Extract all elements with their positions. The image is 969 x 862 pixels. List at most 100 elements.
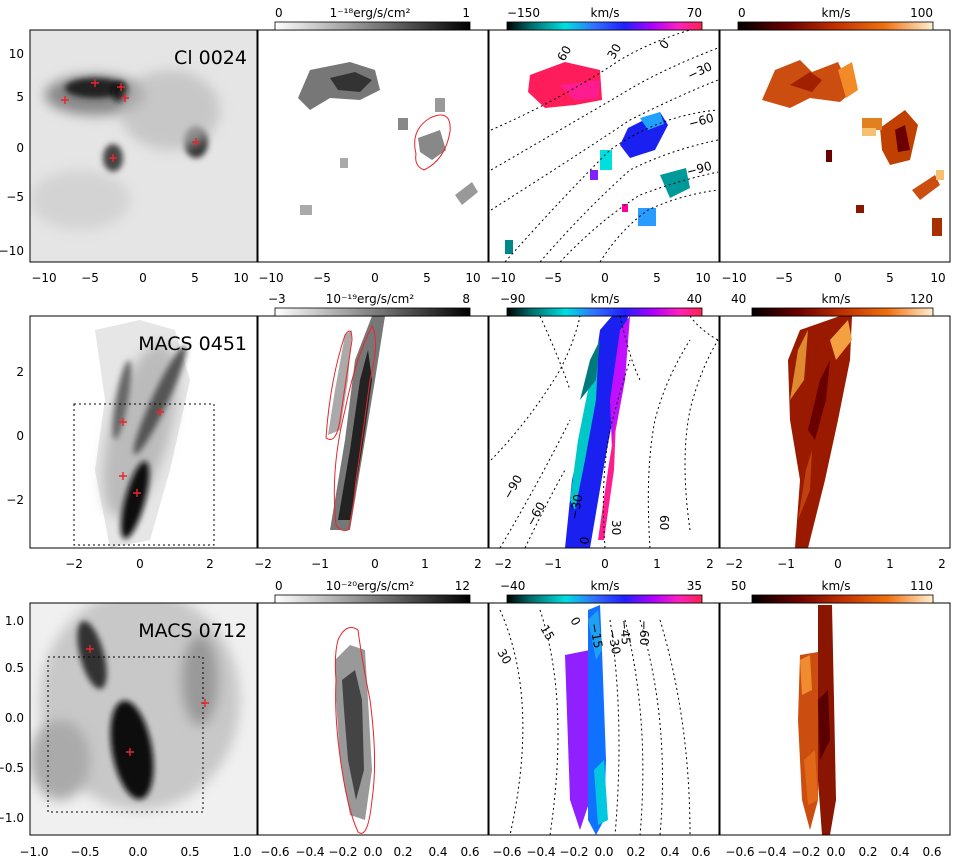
svg-text:−2: −2 [6, 493, 24, 507]
svg-text:70: 70 [687, 6, 702, 20]
svg-text:−90: −90 [500, 292, 525, 306]
svg-text:−150: −150 [507, 6, 540, 20]
svg-text:0.0: 0.0 [826, 845, 845, 859]
svg-text:0: 0 [139, 271, 147, 285]
svg-text:8: 8 [462, 292, 470, 306]
frame [29, 602, 258, 836]
svg-text:km/s: km/s [822, 292, 851, 306]
svg-text:−10: −10 [258, 271, 283, 285]
svg-text:−0.5: −0.5 [70, 845, 99, 859]
macs0712-xticks-p3: −0.6 −0.4 −0.2 0.0 0.2 0.4 0.6 [492, 845, 710, 859]
cl0024-markers [61, 79, 200, 162]
svg-text:−15: −15 [587, 622, 605, 649]
svg-text:−1: −1 [311, 557, 329, 571]
svg-text:−5: −5 [313, 271, 331, 285]
svg-text:−0.6: −0.6 [725, 845, 754, 859]
svg-text:120: 120 [910, 292, 933, 306]
svg-text:110: 110 [910, 579, 933, 593]
svg-text:0: 0 [834, 271, 842, 285]
svg-text:−30: −30 [605, 628, 623, 655]
svg-text:0: 0 [275, 579, 283, 593]
row-macs0712: MACS 0712 1.0 0.5 0.0 −0.5 −1.0 −1.0 −0.… [0, 579, 951, 859]
svg-text:0.2: 0.2 [858, 845, 877, 859]
svg-text:5: 5 [886, 271, 894, 285]
cl0024-colorbar-velocity: −150 km/s 70 [506, 6, 703, 31]
svg-text:−30: −30 [567, 493, 585, 520]
svg-text:−1.0: −1.0 [19, 845, 48, 859]
svg-text:0.6: 0.6 [460, 845, 479, 859]
svg-text:5: 5 [653, 271, 661, 285]
svg-text:−60: −60 [637, 620, 651, 645]
row-macs0451: MACS 0451 2 0 −2 −2 0 2 −2 −1 0 1 2 [6, 292, 951, 571]
svg-text:−90: −90 [685, 159, 713, 179]
svg-text:−0.4: −0.4 [526, 845, 555, 859]
svg-text:−0.2: −0.2 [328, 845, 357, 859]
macs0712-velocity: 30 15 0 −15 −30 −45 −60 [489, 603, 719, 836]
svg-text:2: 2 [206, 557, 214, 571]
svg-text:0.0: 0.0 [363, 845, 382, 859]
svg-text:60: 60 [657, 515, 671, 530]
svg-text:−0.4: −0.4 [295, 845, 324, 859]
svg-text:0: 0 [601, 557, 609, 571]
svg-text:km/s: km/s [822, 579, 851, 593]
macs0451-colorbar-dispersion: 40 km/s 120 [731, 292, 934, 317]
svg-text:−2: −2 [494, 557, 512, 571]
macs0451-yticks: 2 0 −2 [6, 365, 24, 507]
svg-text:km/s: km/s [591, 6, 620, 20]
svg-text:15: 15 [537, 623, 557, 643]
svg-text:0: 0 [16, 141, 24, 155]
cl0024-dispersion [720, 30, 950, 262]
svg-text:2: 2 [938, 557, 946, 571]
svg-text:40: 40 [731, 292, 746, 306]
frame [29, 29, 258, 263]
svg-text:0.5: 0.5 [180, 845, 199, 859]
svg-text:10⁻²⁰erg/s/cm²: 10⁻²⁰erg/s/cm² [326, 579, 415, 593]
svg-text:1: 1 [421, 557, 429, 571]
svg-text:0.6: 0.6 [691, 845, 710, 859]
svg-text:−10: −10 [721, 271, 746, 285]
svg-text:0: 0 [601, 271, 609, 285]
svg-text:10: 10 [465, 271, 480, 285]
macs0712-dispersion [720, 603, 950, 835]
svg-text:10: 10 [9, 47, 24, 61]
macs0712-yticks: 1.0 0.5 0.0 −0.5 −1.0 [0, 614, 24, 825]
cl0024-velocity: 60 30 0 −30 −60 −90 [489, 29, 719, 263]
svg-text:0: 0 [738, 6, 746, 20]
panel-title: MACS 0712 [138, 620, 247, 642]
frame [29, 315, 258, 549]
macs0712-flux [258, 603, 488, 835]
svg-text:0: 0 [834, 557, 842, 571]
svg-text:−40: −40 [500, 579, 525, 593]
svg-text:10: 10 [930, 271, 945, 285]
svg-text:−1: −1 [777, 557, 795, 571]
svg-text:1: 1 [886, 557, 894, 571]
svg-text:−10: −10 [0, 244, 24, 258]
svg-text:−2: −2 [254, 557, 272, 571]
svg-text:30: 30 [609, 520, 623, 535]
cl0024-colorbar-flux: 0 1⁻¹⁸erg/s/cm² 1 [274, 6, 471, 31]
svg-text:−0.6: −0.6 [260, 845, 289, 859]
row-cl0024: Cl 0024 10 5 0 −5 −10 −10 −5 0 5 10 [0, 6, 951, 285]
svg-text:0.6: 0.6 [922, 845, 941, 859]
svg-text:0.4: 0.4 [428, 845, 447, 859]
svg-text:5: 5 [423, 271, 431, 285]
cl0024-flux [258, 30, 488, 262]
svg-text:0.2: 0.2 [393, 845, 412, 859]
svg-text:−5: −5 [775, 271, 793, 285]
macs0712-markers [86, 645, 209, 756]
svg-text:5: 5 [16, 90, 24, 104]
svg-text:1: 1 [653, 557, 661, 571]
svg-text:−0.2: −0.2 [559, 845, 588, 859]
svg-text:0.4: 0.4 [660, 845, 679, 859]
svg-text:10: 10 [233, 271, 248, 285]
svg-text:2: 2 [16, 365, 24, 379]
macs0712-image [30, 603, 257, 835]
svg-text:0.0: 0.0 [128, 845, 147, 859]
macs0712-xticks-p1: −1.0 −0.5 0.0 0.5 1.0 [19, 845, 251, 859]
svg-text:30: 30 [494, 647, 514, 667]
svg-text:km/s: km/s [591, 292, 620, 306]
svg-text:2: 2 [474, 557, 482, 571]
svg-text:0.5: 0.5 [5, 661, 24, 675]
svg-text:−10: −10 [31, 271, 56, 285]
